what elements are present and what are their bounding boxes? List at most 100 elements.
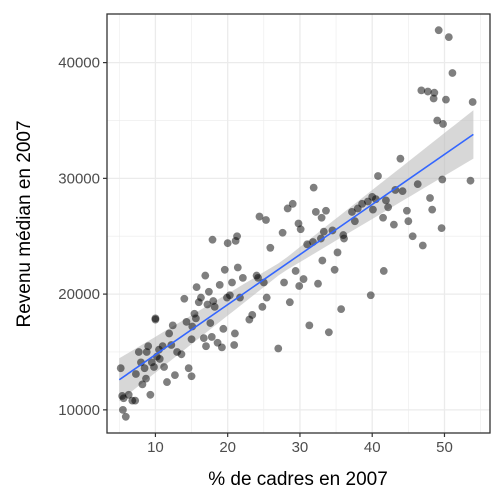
data-point [203, 300, 212, 309]
data-point [187, 335, 196, 344]
data-point [305, 321, 314, 330]
data-point [219, 324, 228, 333]
data-point [413, 180, 422, 189]
data-point [262, 293, 271, 302]
data-point [439, 120, 447, 128]
data-point [184, 364, 193, 373]
data-point [318, 256, 327, 265]
data-point [322, 206, 330, 215]
data-point [146, 390, 155, 399]
data-point [262, 216, 270, 224]
data-point [366, 291, 375, 300]
data-point [348, 208, 356, 216]
data-point [210, 302, 219, 311]
data-point [220, 265, 229, 274]
data-point [254, 274, 262, 282]
data-point [328, 226, 337, 235]
data-point [296, 225, 305, 234]
data-point [258, 302, 267, 311]
data-point [379, 213, 387, 222]
data-point [274, 344, 283, 353]
data-point [131, 396, 140, 405]
data-point [408, 232, 417, 241]
data-point [233, 232, 241, 241]
data-point [202, 342, 210, 351]
data-point [218, 343, 226, 352]
data-point [278, 228, 287, 237]
x-tick-label: 10 [147, 439, 164, 456]
data-point [231, 329, 239, 338]
data-point [230, 341, 239, 349]
data-point [199, 334, 208, 342]
data-point [204, 287, 213, 296]
data-point [433, 116, 442, 125]
data-point [223, 239, 232, 248]
data-point [350, 217, 359, 226]
data-point [140, 364, 149, 373]
data-point [201, 271, 210, 280]
data-point [417, 86, 426, 95]
data-point [165, 329, 174, 338]
data-point [317, 213, 326, 222]
data-point [124, 390, 133, 399]
data-point [255, 212, 264, 221]
data-point [434, 26, 443, 35]
x-tick-label: 20 [219, 439, 236, 456]
data-point [444, 33, 453, 42]
data-point [311, 208, 320, 216]
data-point [121, 412, 130, 421]
data-point [208, 235, 217, 244]
data-point [283, 204, 292, 213]
data-point [428, 205, 437, 214]
data-point [423, 87, 432, 96]
data-point [291, 267, 300, 275]
data-point [206, 319, 215, 327]
data-point [319, 227, 328, 236]
data-point [404, 217, 413, 226]
panel-border [106, 13, 491, 434]
data-point [238, 274, 247, 282]
data-point [382, 196, 390, 205]
data-point [191, 314, 200, 323]
data-point [118, 405, 127, 414]
data-point [116, 364, 125, 373]
data-point [132, 370, 140, 378]
data-point [330, 265, 339, 274]
data-point [163, 378, 171, 386]
data-points [116, 26, 477, 421]
confidence-band [119, 110, 474, 402]
data-point [180, 294, 189, 303]
y-tick-label: 30000 [58, 170, 100, 187]
data-point [134, 348, 143, 356]
data-point [379, 267, 388, 275]
data-point [437, 224, 446, 233]
y-tick-label: 20000 [58, 286, 100, 303]
data-point [430, 88, 439, 97]
data-point [144, 342, 153, 351]
data-point [426, 194, 434, 202]
data-point [398, 187, 407, 195]
trend-line [118, 133, 474, 381]
data-point [384, 203, 393, 212]
data-point [182, 317, 191, 326]
data-point [233, 263, 242, 272]
data-point [142, 374, 150, 383]
data-point [466, 176, 475, 185]
x-axis-ticks: 10 20 30 40 50 [147, 433, 453, 456]
data-point [207, 333, 216, 341]
x-tick-label: 50 [436, 439, 453, 456]
y-tick-label: 10000 [58, 402, 100, 419]
data-point [228, 278, 236, 287]
data-point [438, 175, 447, 184]
data-point [418, 241, 427, 250]
data-point [389, 220, 398, 229]
data-point [448, 69, 457, 77]
data-point [192, 283, 201, 292]
x-tick-label: 40 [364, 439, 381, 456]
data-point [374, 172, 382, 180]
data-point [299, 275, 308, 283]
data-point [150, 363, 158, 371]
data-point [429, 94, 438, 103]
data-point [160, 363, 168, 371]
